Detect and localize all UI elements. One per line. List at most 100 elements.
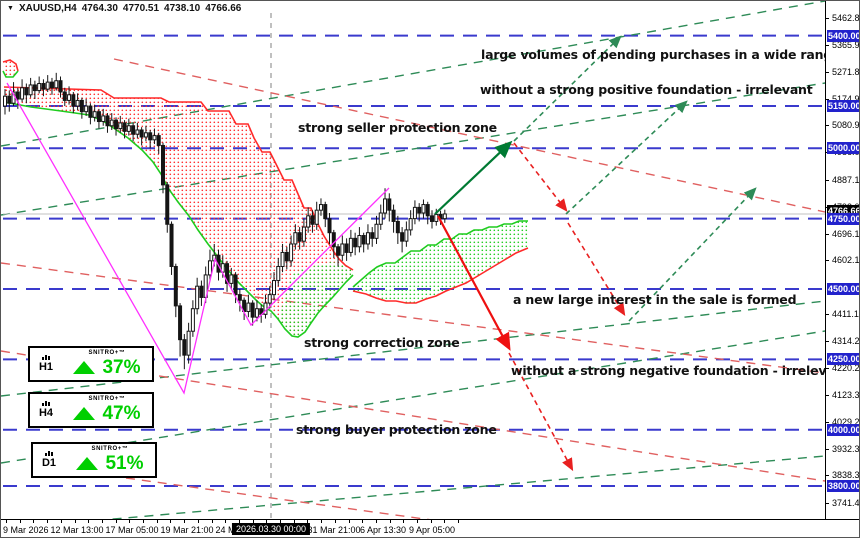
y-axis-tick (826, 475, 829, 477)
y-axis-tick-label: 5174.96 (832, 94, 860, 105)
up-triangle-icon (73, 361, 96, 374)
snitro-indicator-h4: H4 SNITRO+™ 47% (28, 392, 154, 428)
price-level-badge: 4000.00 (827, 423, 860, 436)
x-axis-tick (6, 520, 7, 523)
x-axis-tick (238, 520, 240, 523)
price-level-badge: 4750.00 (827, 212, 860, 225)
x-axis-tick (334, 520, 336, 523)
x-axis-tick (252, 520, 254, 523)
y-axis-tick-label: 3741.41 (832, 497, 860, 508)
x-axis-tick (101, 520, 103, 523)
y-axis-tick (826, 421, 829, 423)
title-open: 4764.30 (81, 3, 118, 14)
y-axis-tick-label: 5271.86 (832, 66, 860, 77)
y-axis-tick-label: 3838.31 (832, 470, 860, 481)
x-axis-tick (156, 520, 158, 523)
x-axis-tick (60, 520, 62, 523)
y-axis-tick (826, 260, 829, 262)
timeframe-d1: D1 (33, 451, 65, 469)
up-triangle-icon (73, 407, 96, 420)
y-axis-tick (826, 314, 829, 315)
x-axis-tick (321, 520, 323, 523)
y-axis-tick (826, 18, 829, 19)
chart-title: ▼ XAUUSD,H4 4764.30 4770.51 4738.10 4766… (7, 3, 241, 14)
timeframe-h1: H1 (30, 355, 62, 373)
y-axis-tick-label: 4220.21 (832, 362, 860, 373)
snitro-indicator-d1: D1 SNITRO+™ 51% (31, 442, 157, 478)
x-axis-tick (430, 520, 432, 523)
x-axis-tick-label: 9 Mar 2026 (3, 525, 49, 535)
time-axis[interactable]: 9 Mar 2026 12 Mar 13:00 17 Mar 05:00 19 Mar… (1, 519, 859, 537)
y-axis-tick-label: 5365.91 (832, 40, 860, 51)
chart-dropdown-icon[interactable]: ▼ (7, 5, 14, 12)
snitro-percent-h4: 47% (102, 402, 141, 424)
title-close: 4766.66 (205, 3, 242, 14)
x-axis-tick (444, 520, 446, 523)
x-axis-tick-label: 17 Mar 05:00 (105, 525, 159, 535)
title-high: 4770.51 (122, 3, 160, 14)
y-axis-tick-label: 4696.16 (832, 228, 860, 239)
selected-time-badge: 2026.03.30 00:00 (231, 523, 311, 535)
y-axis-tick (826, 233, 829, 235)
x-axis-tick (19, 520, 21, 523)
snitro-percent-h1: 37% (102, 356, 141, 378)
mini-bars-icon (45, 451, 53, 456)
x-axis-tick (33, 520, 35, 523)
x-axis-tick (88, 520, 90, 523)
x-axis-tick (389, 520, 391, 523)
price-level-badge: 5150.00 (827, 100, 860, 113)
y-axis-tick-label: 4887.11 (832, 175, 859, 186)
y-axis-tick-label: 5080.91 (832, 120, 860, 131)
x-axis-tick (375, 520, 377, 523)
price-axis[interactable]: 5462.815365.915271.865174.965080.914986.… (825, 1, 860, 534)
snitro-brand-label: SNITRO+™ (88, 349, 126, 356)
x-axis-tick (211, 520, 213, 523)
x-axis-tick (225, 520, 227, 523)
snitro-indicator-h1: H1 SNITRO+™ 37% (28, 346, 154, 382)
price-level-badge: 4500.00 (827, 283, 860, 295)
y-axis-tick-label: 5462.81 (832, 13, 860, 23)
x-axis-tick (266, 520, 268, 523)
mini-bars-icon (42, 355, 50, 360)
x-axis-tick (458, 520, 460, 523)
y-axis-tick (826, 448, 829, 450)
x-axis-tick-label: 31 Mar 21:00 (307, 525, 361, 535)
x-axis-tick (129, 520, 131, 523)
title-low: 4738.10 (164, 3, 201, 14)
price-level-badge: 3800.00 (827, 480, 860, 493)
snitro-brand-label: SNITRO+™ (88, 395, 126, 402)
x-axis-tick (74, 520, 76, 523)
price-level-badge: 5000.00 (827, 142, 860, 155)
y-axis-tick (826, 45, 829, 47)
y-axis-tick (826, 125, 829, 127)
y-axis-tick (826, 395, 829, 397)
y-axis-tick-label: 4411.16 (832, 309, 859, 319)
y-axis-tick-label: 4314.26 (832, 336, 860, 347)
x-axis-tick-label: 12 Mar 13:00 (50, 525, 104, 535)
timeframe-h4: H4 (30, 401, 62, 419)
price-level-badge: 5400.00 (827, 29, 860, 42)
up-triangle-icon (76, 457, 99, 470)
x-axis-tick (280, 520, 281, 523)
x-axis-tick-label: 9 Apr 05:00 (408, 525, 456, 535)
x-axis-tick (362, 520, 364, 523)
price-level-badge: 4250.00 (827, 353, 860, 366)
x-axis-tick (184, 520, 186, 523)
y-axis-tick (826, 71, 829, 73)
y-axis-tick (826, 341, 829, 343)
y-axis-tick (826, 502, 829, 504)
y-axis-tick-label: 4123.31 (832, 390, 860, 401)
x-axis-tick (115, 520, 117, 523)
timeframe-label: H4 (38, 407, 54, 419)
y-axis-tick (826, 99, 829, 101)
x-axis-tick (417, 520, 418, 523)
mini-bars-icon (42, 401, 50, 406)
x-axis-tick-label: 19 Mar 21:00 (160, 525, 214, 535)
x-axis-tick (307, 520, 309, 523)
snitro-percent-d1: 51% (105, 452, 144, 474)
snitro-brand-label: SNITRO+™ (91, 445, 129, 452)
x-axis-tick (143, 520, 144, 523)
x-axis-tick (293, 520, 295, 523)
y-axis-tick (826, 180, 829, 182)
